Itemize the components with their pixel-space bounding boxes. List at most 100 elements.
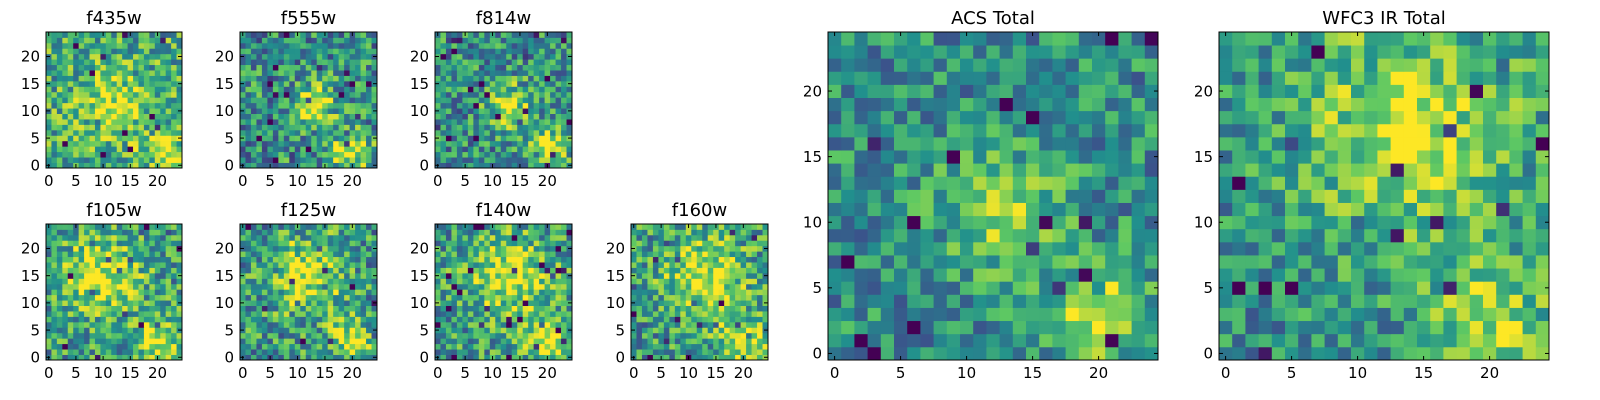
heatmap-cell [641, 283, 648, 290]
heatmap-cell [462, 343, 469, 350]
heatmap-cell [267, 289, 274, 296]
heatmap-cell [555, 224, 562, 230]
heatmap-cell [451, 102, 458, 109]
heatmap-cell [289, 229, 296, 236]
heatmap-cell [154, 135, 161, 142]
heatmap-cell [165, 70, 172, 76]
heatmap-cell [674, 278, 681, 285]
heatmap-cell [267, 59, 274, 66]
y-tick-label: 15 [215, 267, 234, 285]
heatmap-cell [854, 163, 868, 177]
heatmap-cell [735, 300, 741, 306]
heatmap-cell [165, 129, 172, 136]
heatmap-cell [300, 140, 307, 147]
heatmap-cell [78, 157, 85, 163]
heatmap-cell [143, 32, 150, 38]
heatmap-cell [73, 157, 80, 163]
heatmap-cell [735, 316, 741, 323]
heatmap-cell [245, 316, 252, 323]
heatmap-cell [735, 343, 741, 350]
heatmap-cell [355, 151, 361, 158]
heatmap-cell [1105, 215, 1119, 230]
heatmap-cell [533, 102, 540, 109]
heatmap-cell [707, 289, 714, 296]
heatmap-cell [245, 294, 252, 301]
heatmap-cell [143, 157, 150, 163]
heatmap-cell [267, 338, 274, 345]
heatmap-cell [445, 234, 452, 241]
heatmap-cell [360, 278, 367, 285]
heatmap-cell [456, 37, 463, 44]
heatmap-cell [511, 157, 518, 163]
heatmap-cell [149, 32, 156, 38]
heatmap-cell [338, 102, 345, 109]
heatmap-cell [566, 97, 573, 104]
heatmap-cell [506, 294, 513, 301]
heatmap-cell [451, 80, 458, 87]
heatmap-cell [349, 300, 356, 306]
heatmap-cell [94, 37, 101, 44]
heatmap-cell [999, 241, 1014, 256]
heatmap-cell [713, 327, 720, 334]
heatmap-cell [669, 267, 676, 274]
heatmap-cell [663, 343, 670, 350]
heatmap-cell [517, 42, 524, 49]
heatmap-cell [451, 108, 458, 114]
heatmap-cell [652, 300, 659, 306]
heatmap-cell [652, 278, 659, 285]
heatmap-cell [73, 240, 80, 247]
heatmap-cell [724, 256, 731, 263]
heatmap-cell [718, 354, 725, 361]
heatmap-cell [1078, 307, 1093, 322]
heatmap-cell [105, 151, 112, 158]
heatmap-cell [506, 267, 513, 274]
y-tick-label: 0 [224, 349, 234, 367]
heatmap-cell [1012, 346, 1027, 361]
heatmap-cell [349, 157, 356, 163]
heatmap-cell [73, 305, 80, 312]
heatmap-cell [1026, 281, 1040, 295]
heatmap-cell [986, 255, 1000, 269]
heatmap-cell [360, 343, 367, 350]
heatmap-cell [154, 338, 161, 345]
heatmap-cell [89, 300, 96, 306]
heatmap-cell [46, 91, 52, 98]
heatmap-cell [517, 262, 524, 268]
heatmap-cell [636, 305, 643, 312]
x-tick-label: 10 [288, 172, 307, 190]
heatmap-cell [636, 251, 643, 258]
heatmap-cell [561, 140, 567, 147]
heatmap-cell [674, 343, 681, 350]
heatmap-cell [154, 327, 161, 334]
heatmap-cell [176, 332, 183, 339]
heatmap-cell [267, 48, 274, 55]
heatmap-cell [56, 53, 63, 60]
heatmap-cell [51, 151, 58, 158]
heatmap-cell [484, 48, 491, 55]
heatmap-cell [522, 102, 529, 109]
heatmap-cell [344, 349, 350, 355]
heatmap-cell [484, 135, 491, 142]
heatmap-cell [78, 75, 85, 82]
heatmap-cell [522, 327, 529, 334]
heatmap-cell [322, 251, 329, 258]
heatmap-cell [522, 283, 529, 290]
heatmap-cell [445, 332, 452, 339]
heatmap-cell [456, 80, 463, 87]
heatmap-cell [707, 327, 714, 334]
heatmap-cell [240, 119, 246, 125]
heatmap-cell [278, 240, 285, 247]
heatmap-cell [344, 86, 350, 93]
heatmap-cell [647, 300, 654, 306]
heatmap-cell [495, 91, 502, 98]
heatmap-cell [478, 146, 485, 153]
heatmap-cell [116, 146, 123, 153]
heatmap-cell [366, 75, 372, 82]
heatmap-cell [894, 215, 908, 230]
heatmap-cell [171, 354, 177, 361]
heatmap-cell [138, 354, 145, 361]
heatmap-cell [84, 37, 90, 44]
heatmap-cell [539, 157, 545, 163]
heatmap-cell [133, 229, 139, 236]
